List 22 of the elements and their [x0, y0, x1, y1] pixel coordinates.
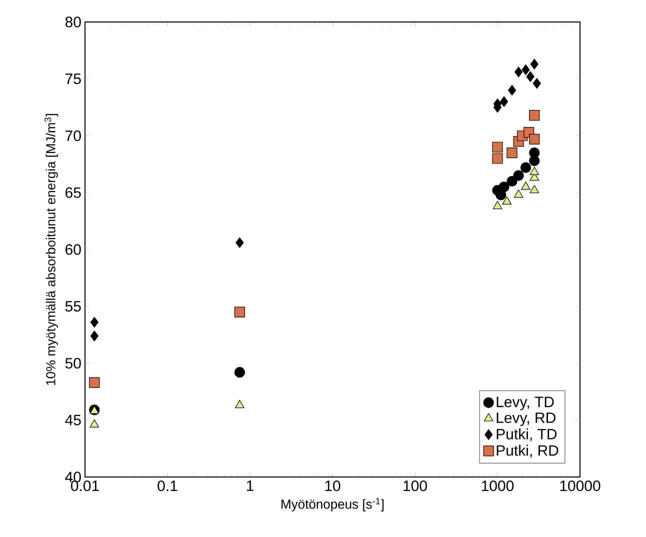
- y-tick-label: 40: [65, 472, 81, 482]
- y-tick-label: 65: [66, 187, 81, 198]
- x-tick-label: 10000: [560, 480, 600, 492]
- y-tick-label: 80: [65, 16, 81, 28]
- legend-label: Putki, RD: [496, 444, 558, 458]
- x-axis-title: Myötönopeus [s$^{-1}$]: [282, 498, 384, 512]
- y-axis-title: 10% myötymällä absorboitunut energia [MJ/m$^{3}$]: [44, 114, 58, 385]
- y-tick-label: 55: [65, 301, 81, 312]
- x-tick-label: 0.1: [158, 480, 178, 492]
- y-tick-label: 70: [66, 130, 81, 142]
- y-tick-label: 75: [66, 74, 81, 84]
- x-tick-label: 1: [246, 480, 254, 491]
- legend-label: Levy, TD: [496, 396, 554, 410]
- y-tick-label: 60: [66, 244, 81, 255]
- x-tick-label: 100: [404, 480, 427, 492]
- x-tick-label: 0.01: [70, 480, 99, 492]
- y-tick-label: 45: [65, 414, 81, 426]
- x-tick-label: 10: [325, 480, 340, 492]
- legend-label: Putki, TD: [496, 428, 557, 442]
- legend-label: Levy, RD: [496, 412, 556, 426]
- x-tick-label: 1000: [482, 480, 514, 492]
- y-tick-label: 50: [65, 358, 81, 369]
